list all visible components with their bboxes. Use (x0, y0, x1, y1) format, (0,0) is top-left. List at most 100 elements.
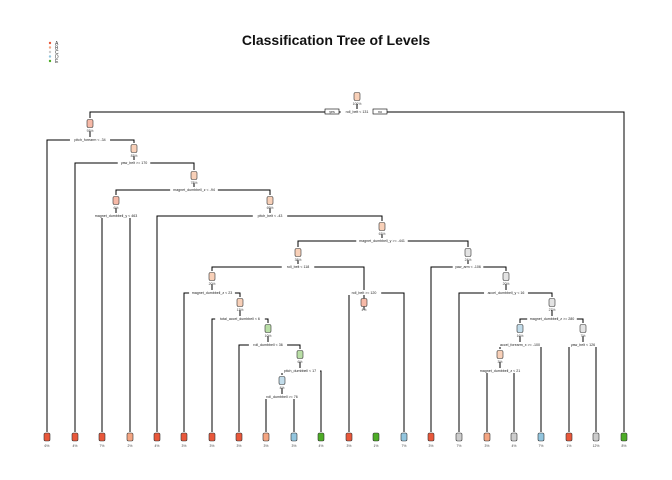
node-n6 (112, 196, 120, 205)
leaf-1 (71, 432, 79, 442)
split-label-n11: magnet_dumbbell_z < 23 (192, 291, 232, 295)
split-label-n18: yaw_belt < 126 (571, 343, 595, 347)
leaf-pct-7: 3% (237, 444, 242, 448)
split-bg-n10 (452, 264, 484, 269)
edge-n7 (156, 215, 383, 432)
edge-n16 (238, 344, 301, 432)
node-n17 (516, 324, 524, 333)
leaf-pct-11: 3% (347, 444, 352, 448)
node-n15 (548, 298, 556, 307)
node-pct-n6: 6% (114, 206, 119, 210)
split-label-root: roll_belt < 131 (346, 110, 369, 114)
leaf-21 (620, 432, 628, 442)
leaf-pct-17: 4% (512, 444, 517, 448)
legend-dot-B (48, 46, 52, 49)
node-pct-n14: 13% (237, 308, 244, 312)
split-label-n6: magnet_dumbbell_y < 463 (95, 214, 137, 218)
diagram-title: Classification Tree of Levels (241, 32, 431, 48)
split-bg-n4 (117, 160, 151, 165)
leaf-pct-14: 3% (429, 444, 434, 448)
edge-n4 (74, 162, 195, 432)
leaf-19 (565, 432, 573, 442)
split-bg-n19 (279, 368, 321, 373)
node-pct-n15: 27% (549, 308, 556, 312)
split-bg-n6 (92, 213, 140, 218)
leaf-pct-13: 7% (402, 444, 407, 448)
leaf-pct-2: 7% (100, 444, 105, 448)
leaf-pct-19: 1% (567, 444, 572, 448)
edge-n6 (101, 215, 131, 432)
leaf-5 (180, 432, 188, 442)
node-n18 (579, 324, 587, 333)
leaf-pct-20: 12% (593, 444, 600, 448)
node-pct-n17: 16% (517, 334, 524, 338)
leaf-11 (345, 432, 353, 442)
node-pct-n5: 78% (191, 181, 198, 185)
split-bg-n20 (477, 368, 523, 373)
legend-label-B: B (55, 46, 59, 52)
split-label-n15: magnet_dumbbell_z >= 280 (530, 317, 575, 321)
node-pct-n7: 69% (267, 206, 274, 210)
leaf-12 (372, 432, 380, 442)
leaf-9 (290, 432, 298, 442)
node-n21 (278, 376, 286, 385)
split-label-n20: magnet_dumbbell_z < 21 (480, 369, 520, 373)
node-pct-n9: 38% (295, 258, 302, 262)
edge-n18 (568, 344, 597, 432)
split-bg-n9 (281, 264, 315, 269)
node-n4 (130, 144, 138, 153)
leaf-13 (400, 432, 408, 442)
node-pct-n20: 3% (498, 360, 503, 364)
node-n10 (464, 248, 472, 257)
leaf-10 (317, 432, 325, 442)
split-bg-n17 (496, 342, 544, 347)
edge-n20 (486, 370, 515, 432)
legend-dot-E (48, 59, 52, 63)
split-bg-n5 (170, 187, 218, 192)
split-bg-root (340, 109, 374, 114)
node-n16 (264, 324, 272, 333)
leaf-3 (126, 432, 134, 442)
split-bg-n16 (248, 342, 288, 347)
edge-n13 (458, 292, 553, 432)
edge-n14 (211, 318, 269, 432)
edge-n17 (499, 344, 542, 432)
leaf-pct-18: 7% (539, 444, 544, 448)
split-label-n16: roll_dumbbell < 36 (253, 343, 282, 347)
leaf-17 (510, 432, 518, 442)
node-n8 (378, 222, 386, 231)
node-n2 (86, 119, 94, 128)
split-bg-n14 (215, 316, 265, 321)
split-bg-n11 (189, 290, 235, 295)
leaf-15 (455, 432, 463, 442)
legend-label-A: A (55, 41, 59, 47)
legend-label-E: E (55, 59, 59, 65)
leaf-14 (427, 432, 435, 442)
leaf-pct-1: 4% (73, 444, 78, 448)
edge-n12 (348, 292, 405, 432)
split-bg-n15 (527, 316, 577, 321)
split-bg-n2 (69, 137, 111, 142)
leaf-6 (208, 432, 216, 442)
node-pct-n18: 7% (581, 334, 586, 338)
leaf-pct-15: 7% (457, 444, 462, 448)
node-n7 (266, 196, 274, 205)
root-yes-box (324, 108, 340, 115)
leaf-pct-21: 8% (622, 444, 627, 448)
split-bg-n18 (567, 342, 599, 347)
root-no-label: no (378, 110, 382, 114)
legend-label-C: C (55, 50, 59, 56)
node-n20 (496, 350, 504, 359)
node-n11 (208, 272, 216, 281)
leaf-pct-16: 3% (485, 444, 490, 448)
edge-n19 (281, 370, 322, 432)
node-pct-n2: 93% (87, 129, 94, 133)
node-n12 (360, 298, 368, 307)
split-bg-n12 (346, 290, 382, 295)
split-bg-n8 (356, 238, 408, 243)
leaf-pct-4: 4% (155, 444, 160, 448)
split-label-n13: accel_dumbbell_y < 16 (488, 291, 525, 295)
root-yes-label: yes (329, 110, 335, 114)
leaf-pct-5: 3% (182, 444, 187, 448)
